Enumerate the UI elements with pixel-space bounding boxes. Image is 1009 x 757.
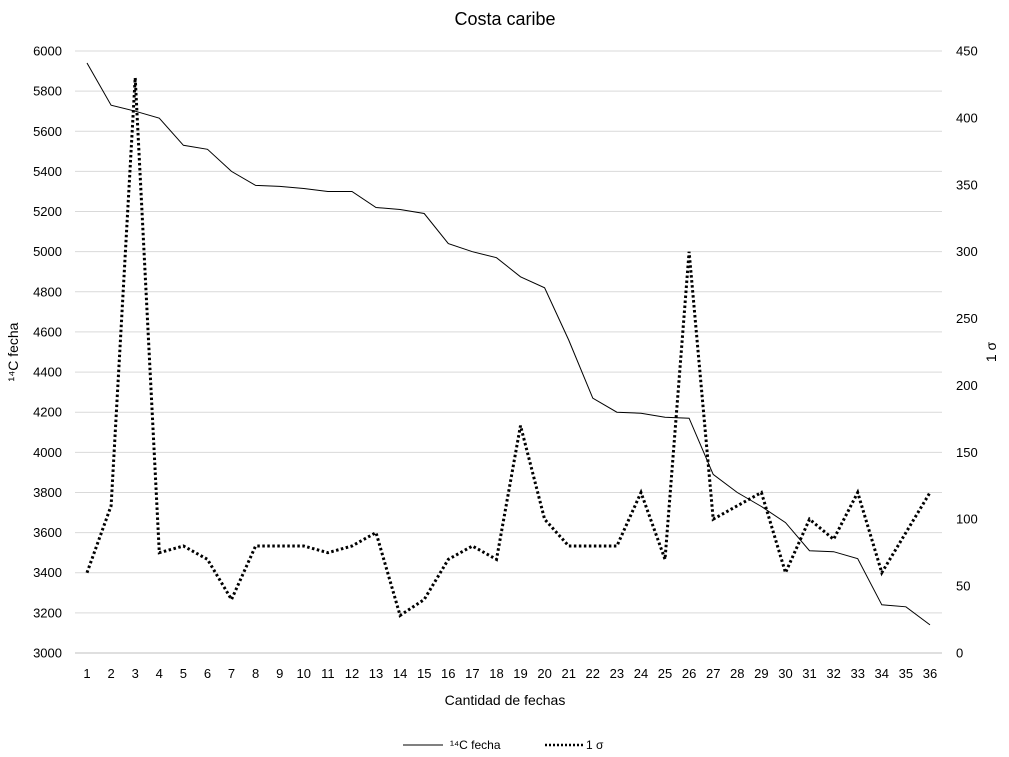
series-line-1-sigma [85, 77, 932, 618]
right-tick-label: 200 [956, 378, 978, 393]
right-tick-label: 0 [956, 646, 963, 661]
x-tick-label: 30 [778, 666, 792, 681]
x-tick-label: 29 [754, 666, 768, 681]
x-tick-label: 14 [393, 666, 407, 681]
left-axis-title: ¹⁴C fecha [5, 322, 21, 381]
left-tick-label: 3600 [33, 525, 62, 540]
x-tick-label: 28 [730, 666, 744, 681]
left-tick-label: 6000 [33, 44, 62, 59]
x-tick-label: 35 [899, 666, 913, 681]
left-tick-label: 5800 [33, 84, 62, 99]
x-tick-label: 34 [875, 666, 889, 681]
right-tick-label: 450 [956, 44, 978, 59]
x-tick-label: 5 [180, 666, 187, 681]
x-tick-label: 25 [658, 666, 672, 681]
left-tick-label: 4000 [33, 445, 62, 460]
x-tick-label: 36 [923, 666, 937, 681]
left-tick-label: 3400 [33, 565, 62, 580]
x-tick-label: 2 [108, 666, 115, 681]
x-tick-label: 22 [586, 666, 600, 681]
x-tick-label: 26 [682, 666, 696, 681]
left-tick-label: 4200 [33, 405, 62, 420]
x-tick-label: 11 [321, 666, 335, 681]
x-tick-label: 16 [441, 666, 455, 681]
right-tick-label: 50 [956, 579, 970, 594]
right-tick-label: 100 [956, 512, 978, 527]
left-tick-label: 4600 [33, 324, 62, 339]
series-layer [85, 62, 932, 626]
left-tick-label: 3000 [33, 646, 62, 661]
legend-label-c14: ¹⁴C fecha [450, 738, 501, 752]
left-tick-label: 4400 [33, 365, 62, 380]
legend: ¹⁴C fecha 1 σ [403, 738, 604, 752]
x-tick-label: 1 [83, 666, 90, 681]
x-tick-label: 33 [850, 666, 864, 681]
left-tick-label: 4800 [33, 284, 62, 299]
gridlines [75, 50, 942, 654]
x-tick-label: 24 [634, 666, 648, 681]
x-tick-label: 7 [228, 666, 235, 681]
x-tick-label: 6 [204, 666, 211, 681]
x-tick-label: 23 [610, 666, 624, 681]
right-axis-ticks: 0 50 100 150 200 250 300 350 400 450 [956, 44, 978, 661]
series-line-c14-fecha [86, 62, 931, 626]
x-tick-label: 13 [369, 666, 383, 681]
chart-title: Costa caribe [454, 9, 555, 29]
right-tick-label: 250 [956, 311, 978, 326]
x-tick-label: 15 [417, 666, 431, 681]
x-tick-label: 32 [826, 666, 840, 681]
x-tick-label: 10 [297, 666, 311, 681]
x-tick-label: 17 [465, 666, 479, 681]
x-axis-title: Cantidad de fechas [445, 692, 566, 708]
right-tick-label: 400 [956, 110, 978, 125]
left-tick-label: 5600 [33, 124, 62, 139]
x-axis-ticks: 1 2 3 4 5 6 7 8 9 10 11 12 13 14 15 16 17 18 19 20 21 22 23 24 2… [83, 666, 937, 681]
x-tick-label: 8 [252, 666, 259, 681]
x-tick-label: 21 [561, 666, 575, 681]
x-tick-label: 31 [802, 666, 816, 681]
x-tick-label: 18 [489, 666, 503, 681]
right-tick-label: 150 [956, 445, 978, 460]
x-tick-label: 12 [345, 666, 359, 681]
x-tick-label: 9 [276, 666, 283, 681]
x-tick-label: 4 [156, 666, 163, 681]
left-tick-label: 5400 [33, 164, 62, 179]
left-tick-label: 3800 [33, 485, 62, 500]
right-tick-label: 350 [956, 177, 978, 192]
legend-label-sigma: 1 σ [586, 738, 604, 752]
right-axis-title: 1 σ [983, 341, 999, 362]
left-tick-label: 3200 [33, 605, 62, 620]
x-tick-label: 27 [706, 666, 720, 681]
left-axis-ticks: 3000 3200 3400 3600 3800 4000 4200 4400 4600 4800… [33, 44, 62, 661]
x-tick-label: 19 [513, 666, 527, 681]
left-tick-label: 5200 [33, 204, 62, 219]
left-tick-label: 5000 [33, 244, 62, 259]
x-tick-label: 3 [132, 666, 139, 681]
x-tick-label: 20 [537, 666, 551, 681]
right-tick-label: 300 [956, 244, 978, 259]
